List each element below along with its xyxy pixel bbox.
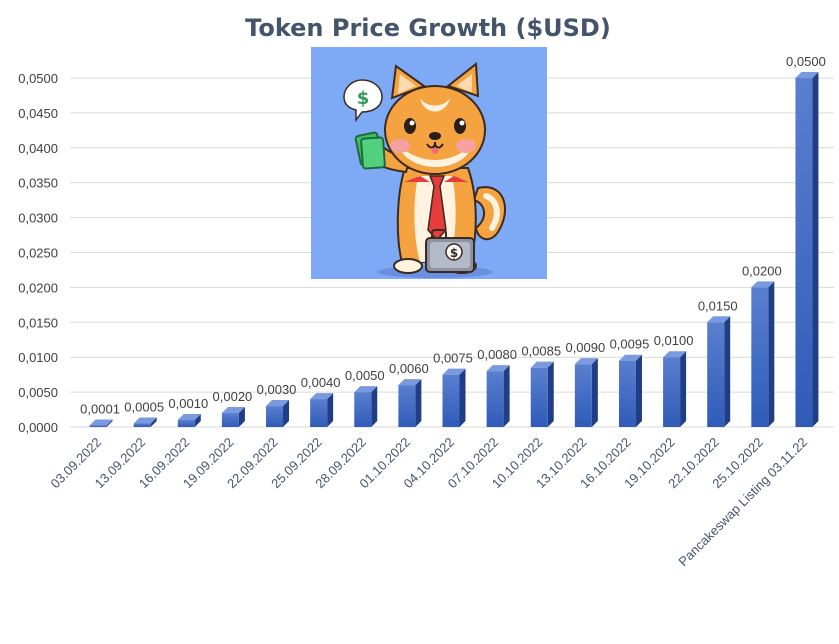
- bar: [663, 351, 687, 427]
- x-axis-ticks: 03.09.202213.09.202216.09.202219.09.2022…: [48, 435, 811, 570]
- data-label: 0,0080: [477, 347, 517, 362]
- bar: [574, 358, 598, 427]
- bar: [177, 414, 201, 427]
- bar: [795, 72, 819, 427]
- y-tick-label: 0,0450: [18, 106, 58, 121]
- y-tick-label: 0,0500: [18, 71, 58, 86]
- bar: [133, 417, 157, 427]
- data-label: 0,0085: [521, 344, 561, 359]
- data-label: 0,0150: [698, 298, 738, 313]
- bar: [354, 386, 378, 427]
- data-label: 0,0050: [345, 368, 385, 383]
- bar: [89, 419, 113, 427]
- bar: [310, 393, 334, 427]
- y-tick-label: 0,0400: [18, 141, 58, 156]
- data-label: 0,0010: [168, 396, 208, 411]
- data-label: 0,0020: [213, 389, 253, 404]
- svg-text:$: $: [357, 88, 370, 109]
- y-tick-label: 0,0250: [18, 246, 58, 261]
- y-tick-label: 0,0150: [18, 315, 58, 330]
- svg-text:$: $: [450, 246, 458, 260]
- y-tick-label: 0,0100: [18, 350, 58, 365]
- data-label: 0,0030: [257, 382, 297, 397]
- data-label: 0,0001: [80, 402, 120, 417]
- data-label: 0,0075: [433, 351, 473, 366]
- shiba-inu-businessman-icon: $ $: [311, 47, 547, 279]
- y-tick-label: 0,0200: [18, 280, 58, 295]
- bar: [707, 316, 731, 427]
- y-tick-label: 0,0300: [18, 211, 58, 226]
- y-tick-label: 0,0050: [18, 385, 58, 400]
- data-label: 0,0040: [301, 375, 341, 390]
- bar: [618, 354, 642, 427]
- data-label: 0,0090: [565, 340, 605, 355]
- bar: [442, 368, 466, 427]
- bars: [89, 72, 819, 427]
- bar: [486, 365, 510, 427]
- data-labels: 0,0001 0,0005 0,0010 0,0020 0,0030 0,0040 0,00…: [80, 54, 826, 417]
- data-label: 0,0095: [610, 337, 650, 352]
- bar: [221, 407, 245, 427]
- data-label: 0,0200: [742, 263, 782, 278]
- data-label: 0,0005: [124, 400, 164, 415]
- data-label: 0,0060: [389, 361, 429, 376]
- y-tick-label: 0,0350: [18, 176, 58, 191]
- bar: [398, 379, 422, 427]
- chart-title: Token Price Growth ($USD): [245, 14, 611, 42]
- y-axis-ticks: 0,0000 0,0050 0,0100 0,0150 0,0200 0,0250 0,03…: [18, 71, 58, 435]
- y-tick-label: 0,0000: [18, 420, 58, 435]
- bar: [530, 361, 554, 427]
- data-label: 0,0500: [786, 54, 826, 69]
- bar: [266, 400, 290, 427]
- data-label: 0,0100: [654, 333, 694, 348]
- bar: [751, 281, 775, 427]
